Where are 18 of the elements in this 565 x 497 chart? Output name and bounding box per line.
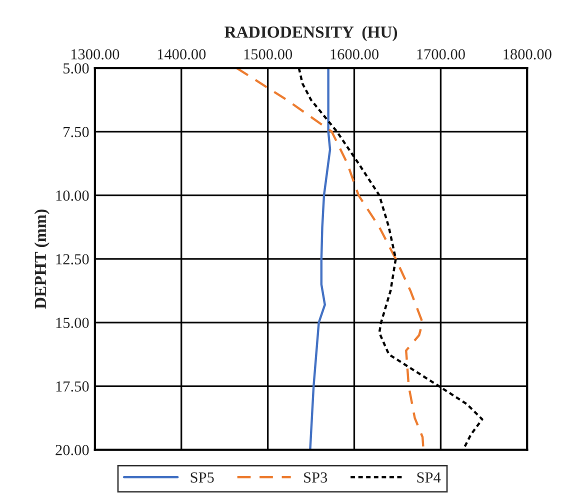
x-tick-label: 1800.00 (504, 49, 552, 60)
y-tick-label: 17.50 (56, 381, 89, 392)
legend-label: SP4 (417, 472, 441, 483)
legend-label: SP5 (190, 472, 214, 483)
y-tick-label: 10.00 (56, 190, 89, 201)
x-tick-label: 1500.00 (244, 49, 292, 60)
x-tick-label: 1700.00 (417, 49, 465, 60)
x-axis-title: RADIODENSITY (HU) (224, 26, 398, 42)
y-axis-title: DEPHT (mm) (34, 210, 50, 309)
x-tick-label: 1600.00 (330, 49, 378, 60)
y-tick-label: 20.00 (56, 444, 89, 456)
y-tick-label: 12.50 (56, 254, 89, 264)
y-tick-label: 15.00 (56, 318, 89, 328)
x-tick-label: 1400.00 (158, 49, 206, 60)
y-tick-label: 7.50 (64, 126, 89, 138)
y-tick-label: 5.00 (64, 63, 89, 74)
legend-label: SP3 (304, 472, 328, 483)
x-tick-label: 1300.00 (71, 49, 120, 60)
